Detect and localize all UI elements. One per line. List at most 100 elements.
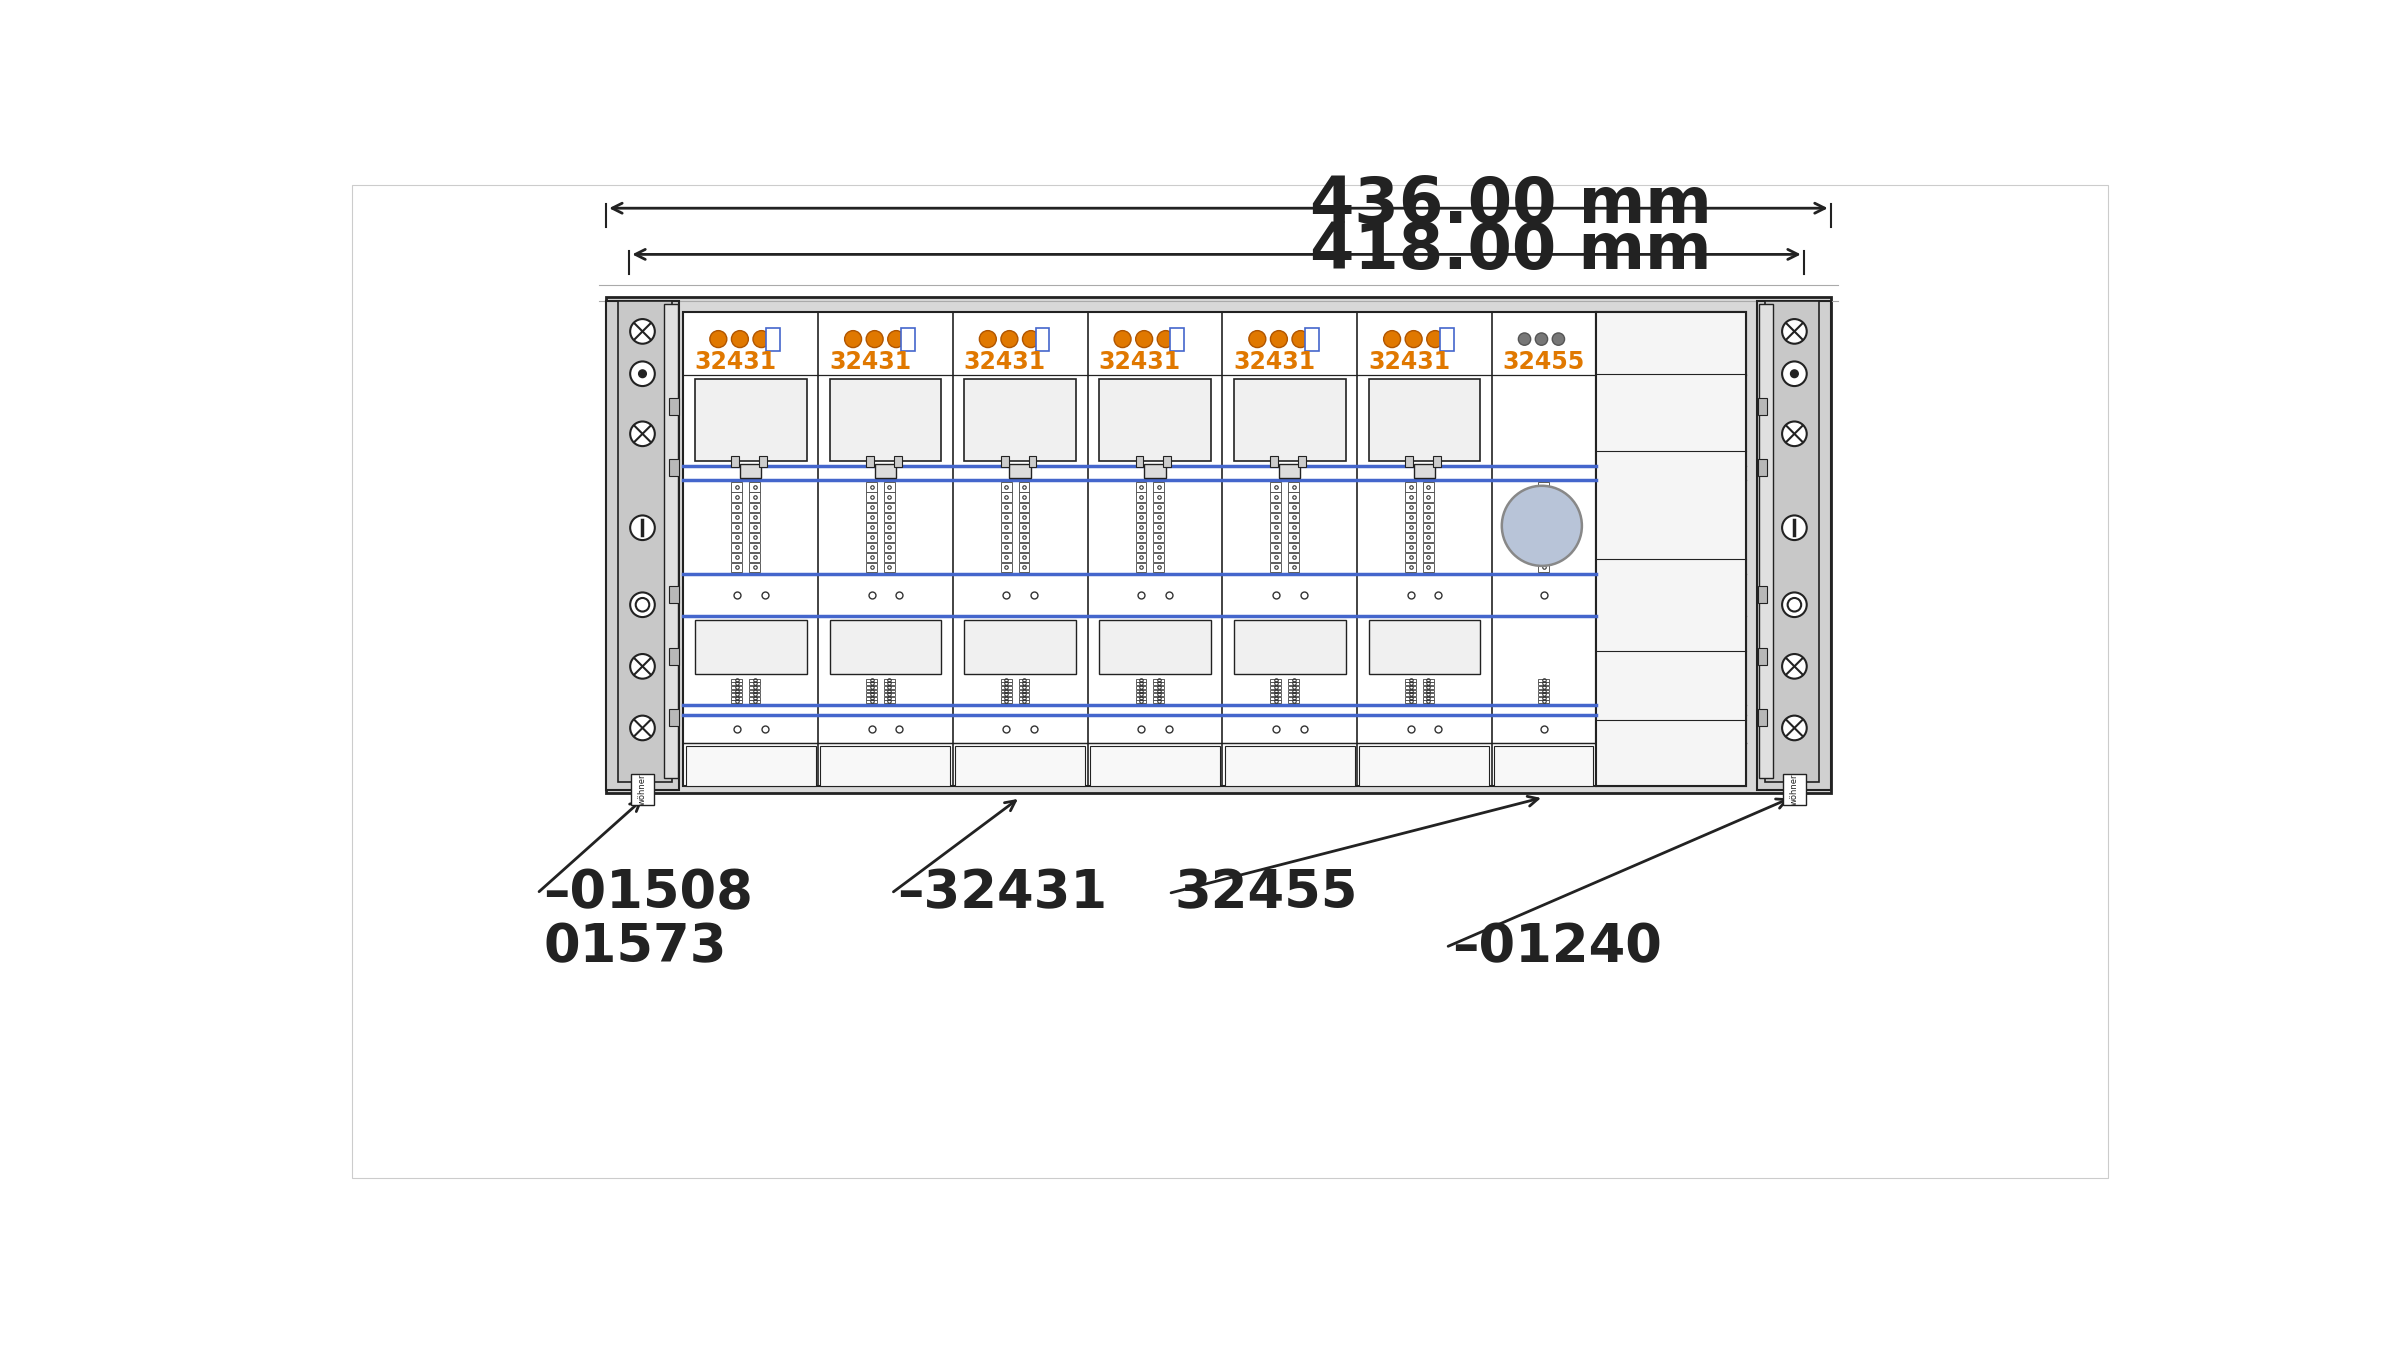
Bar	[883, 690, 895, 693]
Bar	[1404, 563, 1416, 572]
Bar	[866, 543, 876, 552]
Bar	[1034, 328, 1049, 351]
Bar	[670, 459, 679, 477]
Bar	[684, 312, 1745, 786]
Circle shape	[1426, 331, 1445, 347]
Bar	[883, 686, 895, 688]
Bar	[1289, 482, 1298, 491]
Circle shape	[1783, 319, 1807, 344]
Bar	[1764, 301, 1819, 782]
Bar	[1135, 697, 1147, 699]
Bar	[1270, 682, 1282, 686]
Bar	[1270, 679, 1282, 682]
Bar	[1154, 697, 1164, 699]
Text: 32455: 32455	[1502, 350, 1584, 374]
Bar	[1154, 522, 1164, 532]
Bar	[749, 679, 761, 682]
Bar	[749, 493, 761, 502]
Bar	[1001, 701, 1013, 703]
Bar	[1289, 563, 1298, 572]
Bar	[883, 502, 895, 512]
Bar	[1135, 693, 1147, 697]
Bar	[965, 620, 1075, 674]
Bar	[1423, 554, 1433, 563]
Bar	[1001, 513, 1013, 522]
Bar	[1154, 693, 1164, 697]
Bar	[1270, 482, 1282, 491]
Bar	[1018, 563, 1030, 572]
Circle shape	[1270, 331, 1286, 347]
Bar	[900, 328, 914, 351]
Bar	[1423, 690, 1433, 693]
Bar	[1538, 554, 1548, 563]
Bar	[830, 379, 941, 460]
Bar	[739, 464, 761, 478]
Bar	[696, 379, 806, 460]
Circle shape	[1248, 331, 1265, 347]
Bar	[1423, 693, 1433, 697]
Bar	[1495, 747, 1594, 786]
Bar	[732, 533, 742, 543]
Bar	[1289, 697, 1298, 699]
Bar	[1423, 482, 1433, 491]
Bar	[631, 774, 655, 805]
Bar	[1368, 620, 1481, 674]
Bar	[686, 747, 816, 786]
Bar	[883, 679, 895, 682]
Bar	[1404, 682, 1416, 686]
Bar	[1538, 701, 1548, 703]
Bar	[1030, 456, 1037, 467]
Circle shape	[1157, 331, 1174, 347]
Bar	[1538, 513, 1548, 522]
Bar	[866, 563, 876, 572]
Circle shape	[631, 716, 655, 740]
Bar	[1001, 686, 1013, 688]
Bar	[1018, 482, 1030, 491]
Bar	[1759, 586, 1766, 603]
Bar	[1270, 697, 1282, 699]
Bar	[1145, 464, 1166, 478]
Bar	[1404, 701, 1416, 703]
Bar	[1538, 682, 1548, 686]
Circle shape	[1135, 331, 1152, 347]
Bar	[1289, 513, 1298, 522]
Bar	[1018, 502, 1030, 512]
Bar	[1423, 502, 1433, 512]
Bar	[1154, 502, 1164, 512]
Bar	[883, 513, 895, 522]
Bar	[1135, 533, 1147, 543]
Bar	[1538, 690, 1548, 693]
Bar	[1289, 502, 1298, 512]
Circle shape	[1519, 333, 1531, 346]
Bar	[1018, 693, 1030, 697]
Bar	[1759, 648, 1766, 664]
Bar	[732, 697, 742, 699]
Circle shape	[1783, 421, 1807, 446]
Bar	[607, 301, 679, 790]
Bar	[866, 693, 876, 697]
Circle shape	[1553, 333, 1565, 346]
Bar	[749, 682, 761, 686]
Bar	[1757, 301, 1831, 790]
Bar	[1018, 554, 1030, 563]
Text: 436.00 mm: 436.00 mm	[1310, 174, 1711, 236]
Bar	[1414, 464, 1435, 478]
Bar	[1538, 482, 1548, 491]
Bar	[1289, 522, 1298, 532]
Bar	[1099, 620, 1210, 674]
Bar	[1099, 379, 1210, 460]
Text: 32431: 32431	[1099, 350, 1181, 374]
Bar	[1001, 482, 1013, 491]
Bar	[1279, 464, 1301, 478]
Text: 32431: 32431	[965, 350, 1046, 374]
Bar	[874, 464, 895, 478]
Circle shape	[631, 516, 655, 540]
Bar	[1154, 679, 1164, 682]
Bar	[1154, 513, 1164, 522]
Bar	[732, 682, 742, 686]
Text: 01573: 01573	[542, 922, 727, 973]
Bar	[732, 563, 742, 572]
Bar	[732, 456, 739, 467]
Text: 32431: 32431	[1234, 350, 1315, 374]
Bar	[749, 686, 761, 688]
